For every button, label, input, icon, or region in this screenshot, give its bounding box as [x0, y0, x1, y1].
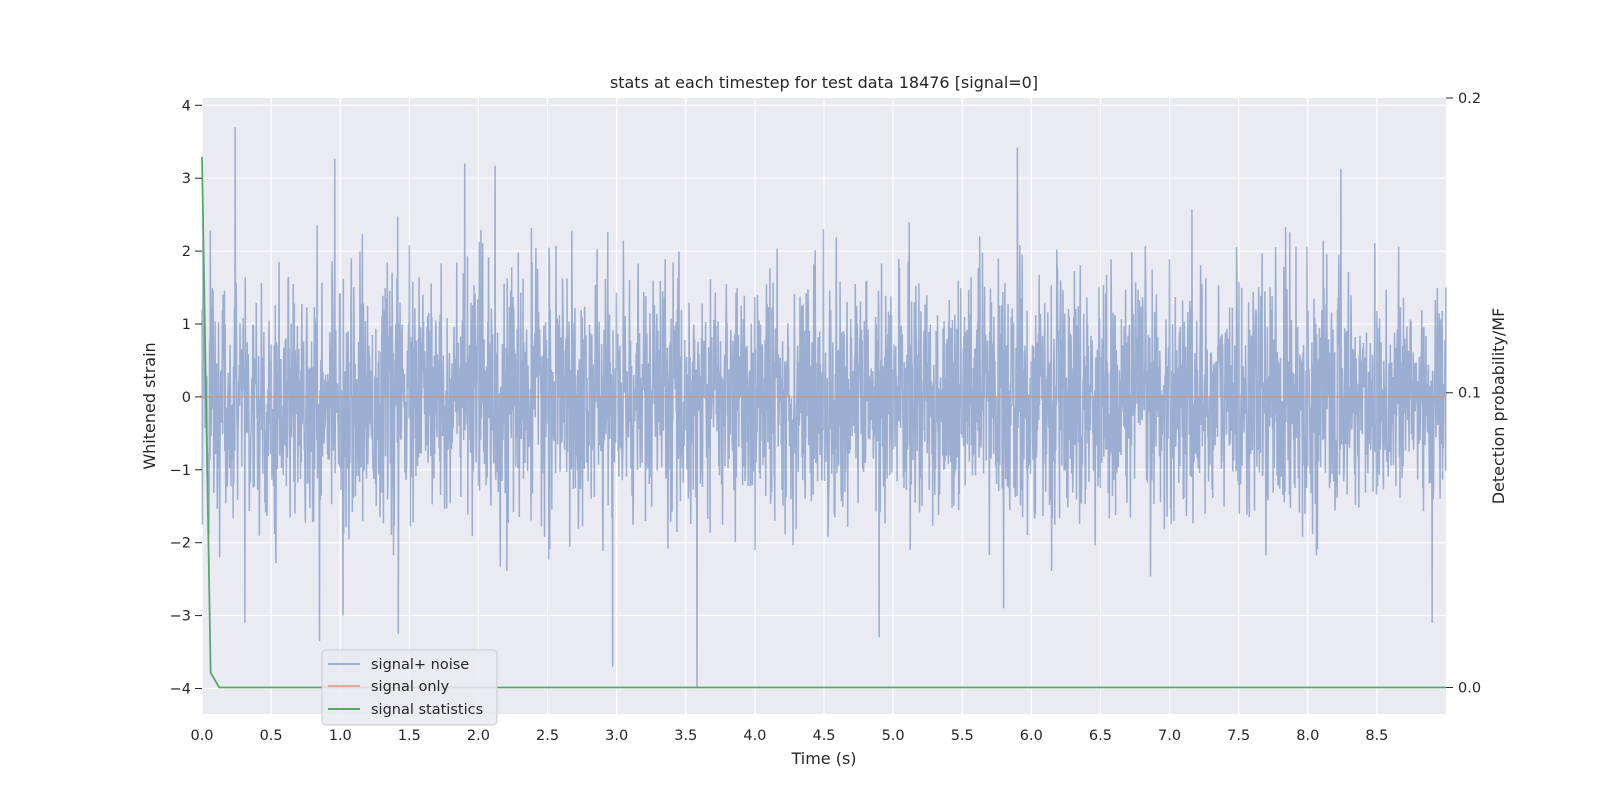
- x-tick-label: 6.5: [1089, 728, 1112, 744]
- legend-label-signal-only: signal only: [371, 679, 450, 695]
- y-tick-label: −2: [170, 536, 191, 552]
- x-tick-label: 8.0: [1296, 728, 1319, 744]
- y-tick-label: −4: [170, 681, 191, 697]
- y2-tick-label: 0.2: [1458, 91, 1481, 107]
- series-signal-statistics-line: [201, 156, 1446, 689]
- x-tick-label: 1.5: [398, 728, 421, 744]
- x-tick-label: 5.5: [951, 728, 974, 744]
- legend-label-signal-statistics: signal statistics: [371, 702, 483, 718]
- x-tick-label: 5.0: [882, 728, 905, 744]
- y2-tick-label: 0.1: [1458, 386, 1481, 402]
- x-tick-label: 0.0: [190, 728, 213, 744]
- x-tick-label: 6.0: [1020, 728, 1043, 744]
- x-tick-label: 2.5: [536, 728, 559, 744]
- y-tick-label: 1: [182, 317, 191, 333]
- x-tick-label: 8.5: [1365, 728, 1388, 744]
- chart-title: stats at each timestep for test data 184…: [610, 73, 1038, 92]
- y-axis-ticks: 4 3 2 1 0 −1 −2 −3 −4: [170, 98, 202, 697]
- y2-axis-ticks: 0.2 0.1 0.0: [1446, 91, 1481, 696]
- series-layer: [201, 127, 1447, 689]
- x-tick-label: 0.5: [260, 728, 283, 744]
- x-tick-label: 4.5: [812, 728, 835, 744]
- y-tick-label: 3: [182, 171, 191, 187]
- x-tick-label: 3.0: [605, 728, 628, 744]
- x-tick-label: 7.5: [1227, 728, 1250, 744]
- y-tick-label: 4: [182, 98, 191, 114]
- x-tick-label: 1.0: [329, 728, 352, 744]
- legend: signal+ noise signal only signal statist…: [321, 649, 498, 726]
- x-tick-label: 2.0: [467, 728, 490, 744]
- legend-label-signal-noise: signal+ noise: [371, 657, 469, 673]
- x-tick-label: 3.5: [674, 728, 697, 744]
- y-tick-label: 2: [182, 244, 191, 260]
- y-tick-label: −1: [170, 463, 191, 479]
- x-axis-label: Time (s): [790, 749, 856, 768]
- y2-axis-label: Detection probability/MF: [1489, 308, 1508, 505]
- x-tick-label: 4.0: [743, 728, 766, 744]
- y-tick-label: −3: [170, 609, 191, 625]
- x-tick-label: 7.0: [1158, 728, 1181, 744]
- y-tick-label: 0: [182, 390, 191, 406]
- x-axis-ticks: 0.0 0.5 1.0 1.5 2.0 2.5 3.0 3.5 4.0 4.5 5.0 5.5 6.0 6…: [190, 728, 1388, 744]
- y2-tick-label: 0.0: [1458, 680, 1481, 696]
- y-axis-label: Whitened strain: [140, 342, 159, 469]
- series-signal-noise-line: [201, 127, 1447, 689]
- legend-box: [321, 649, 498, 726]
